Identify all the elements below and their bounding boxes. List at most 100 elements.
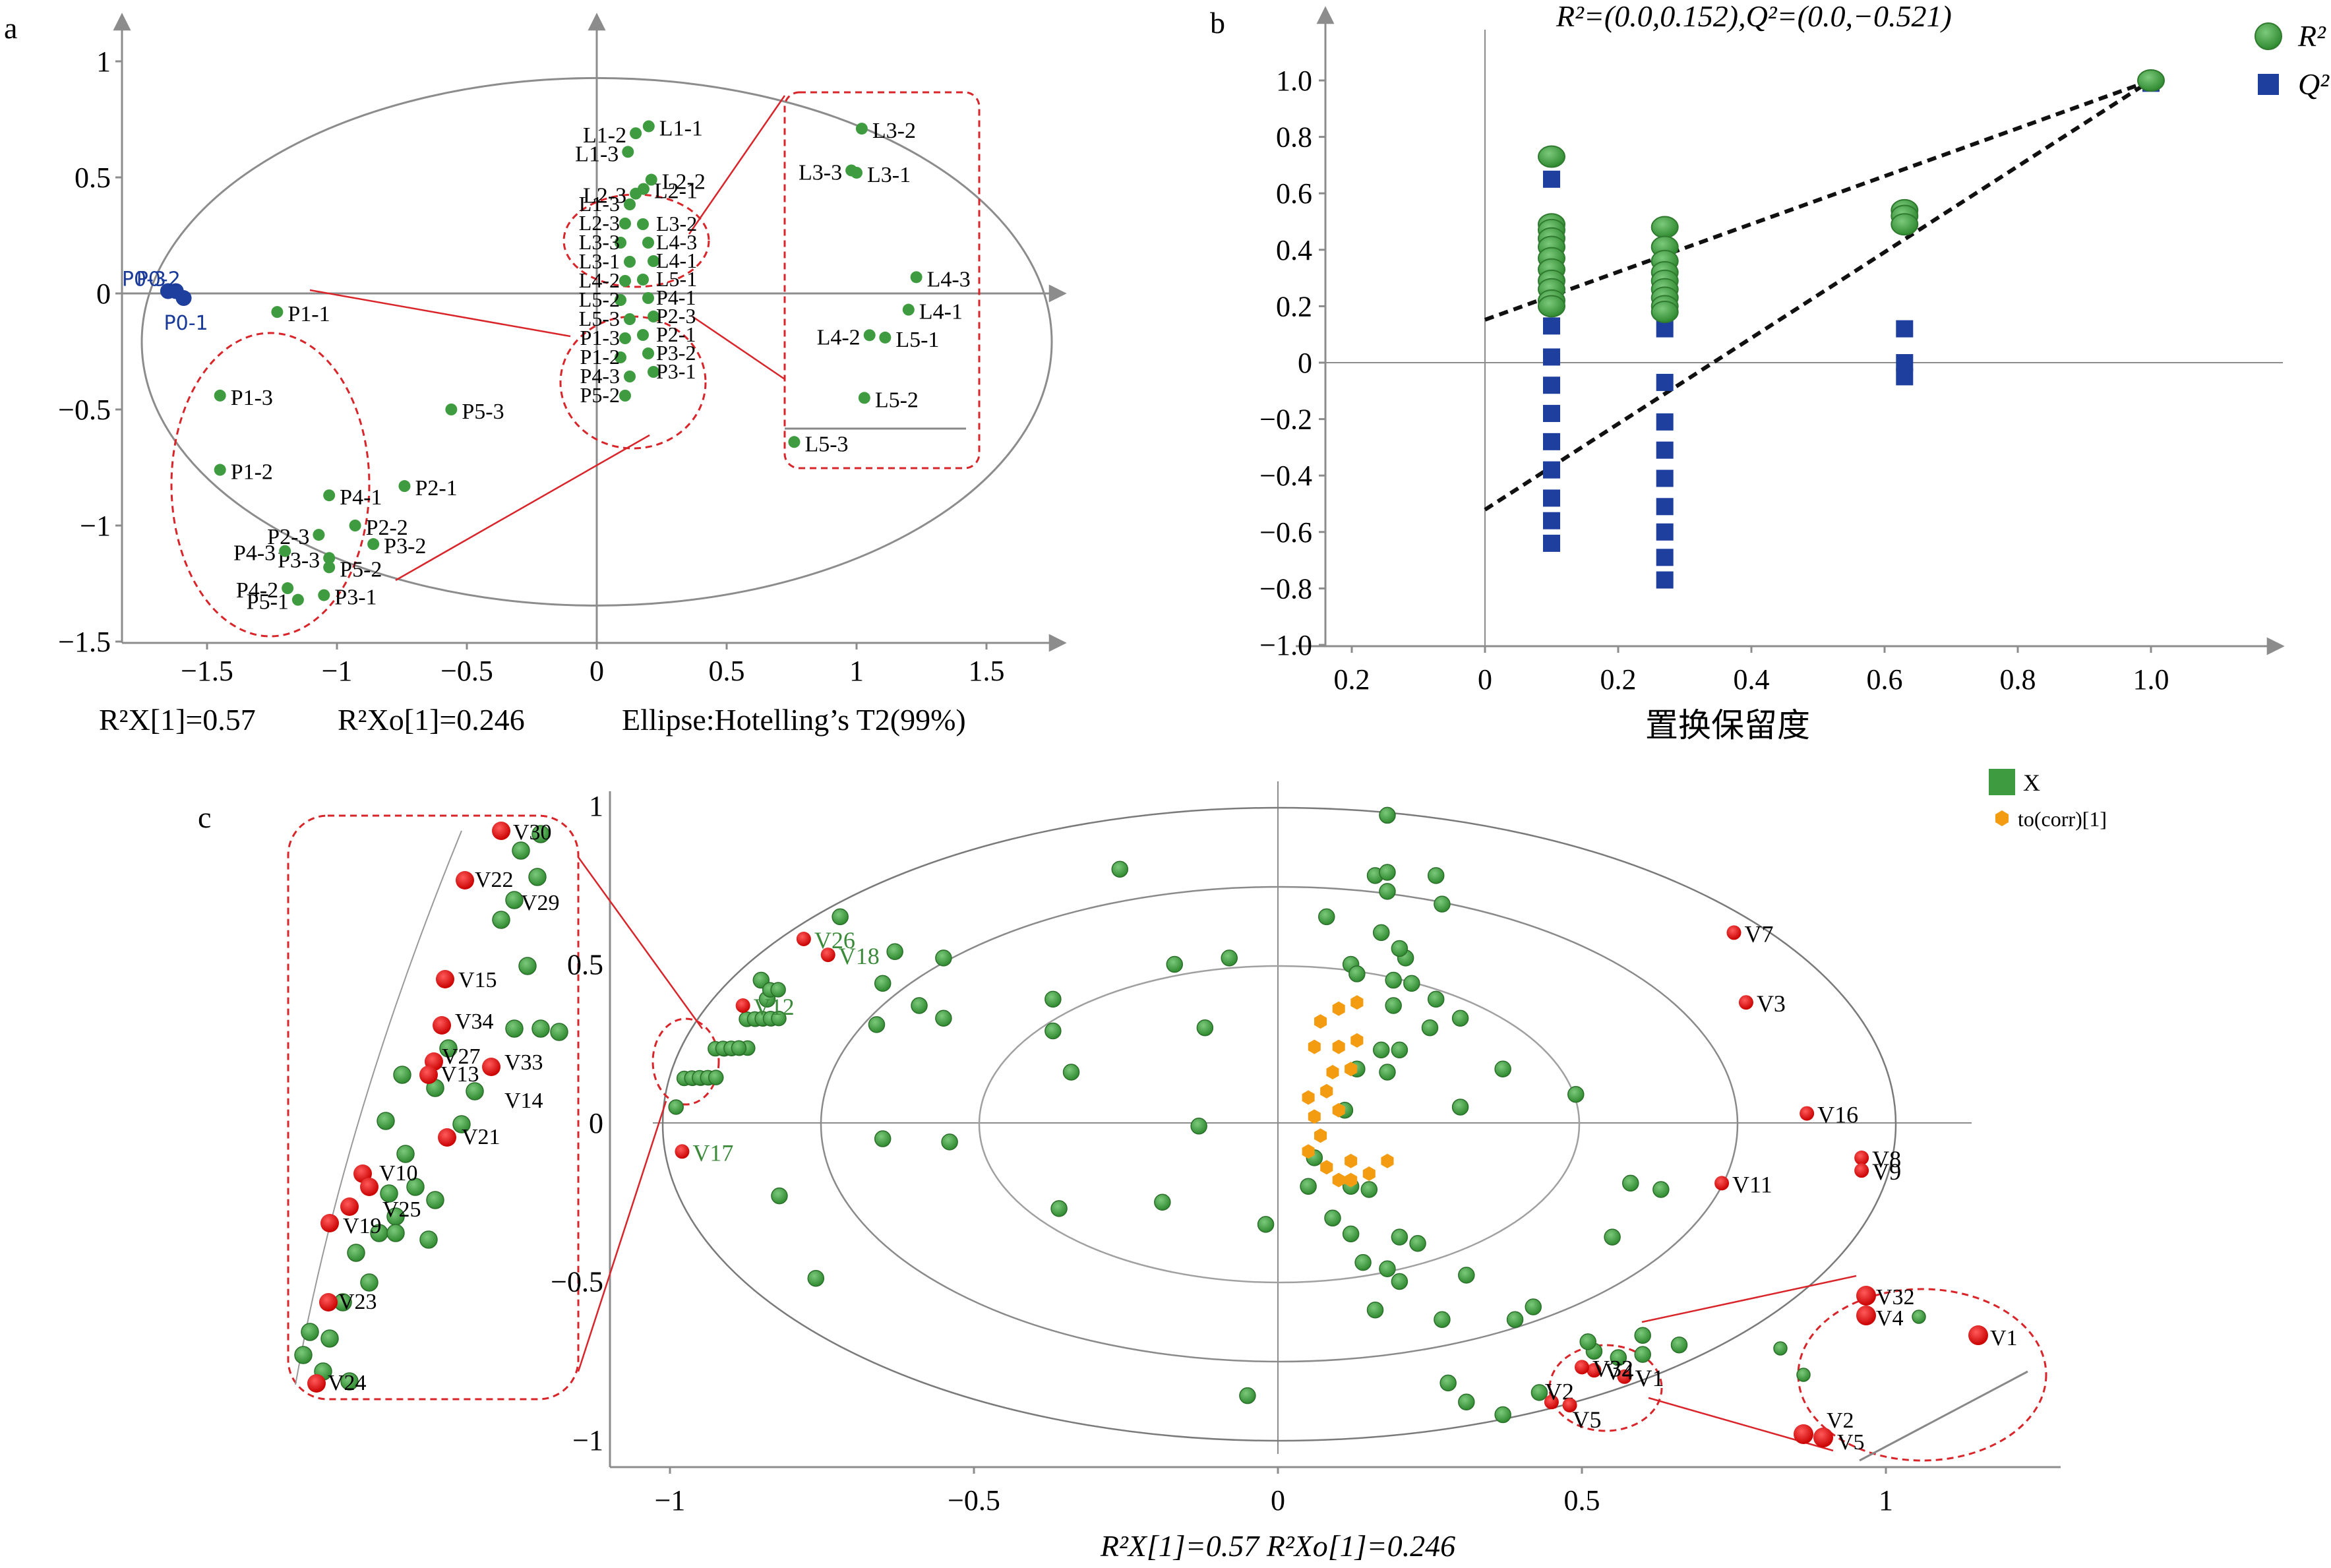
inset-red-point xyxy=(456,871,474,890)
y-tick-label: 0.5 xyxy=(75,162,111,194)
point-P1-3 xyxy=(214,389,226,402)
panel-b-title: R²=(0.0,0.152),Q²=(0.0,−0.521) xyxy=(1556,0,1952,33)
inset-variable-point xyxy=(505,1019,524,1038)
inset-label-V34: V34 xyxy=(455,1010,494,1034)
panel-b-axes xyxy=(1296,6,2285,655)
bottom-cluster-dashed-ellipse xyxy=(1548,1344,1663,1432)
variable-point xyxy=(1239,1387,1256,1404)
cluster-label: L2-3 xyxy=(579,211,620,235)
cluster-point xyxy=(624,256,636,268)
variable-point xyxy=(1403,975,1420,992)
red-variable-label-V9: V9 xyxy=(1872,1159,1901,1185)
q2-point xyxy=(1656,320,1674,338)
inset-red-point xyxy=(1856,1286,1876,1306)
cluster-point xyxy=(624,198,636,210)
legend-q2-icon xyxy=(2258,74,2279,95)
point-P0-1 xyxy=(175,290,192,307)
variable-point xyxy=(1385,997,1402,1014)
r2-point xyxy=(1650,300,1679,323)
variable-point xyxy=(935,950,952,967)
q2-point xyxy=(1543,461,1560,479)
inset-variable-point xyxy=(452,1115,471,1133)
inset-variable-point xyxy=(528,868,547,886)
inset-variable-point xyxy=(426,1191,444,1209)
inset-variable-point xyxy=(360,1273,378,1292)
inset-variable-point xyxy=(347,1244,365,1262)
q2-point xyxy=(1656,413,1674,431)
variable-point xyxy=(1579,1333,1596,1350)
cluster-point xyxy=(615,237,626,249)
q2-point xyxy=(1543,489,1560,507)
point-label-P3-2: P3-2 xyxy=(384,534,426,558)
panel-a-label: a xyxy=(4,11,17,45)
point-label-L1-2: L1-2 xyxy=(583,123,626,148)
inset-red-point xyxy=(340,1197,359,1216)
variable-point xyxy=(1652,1181,1670,1198)
point-P4-2 xyxy=(282,582,294,595)
r2-point xyxy=(1538,295,1565,318)
point-label-P2-3: P2-3 xyxy=(267,525,309,549)
inset-variable-point xyxy=(505,891,524,909)
inset-label-V2: V2 xyxy=(1827,1408,1854,1433)
x-tick-label: 0.5 xyxy=(709,655,745,687)
red-variable-V3 xyxy=(1738,995,1753,1010)
inset-variable-point xyxy=(531,1019,550,1038)
variable-point xyxy=(1062,1064,1080,1081)
panel-c-loading-plot: c V1V2V3V4V5V7V8V9V11V12V16V17V18V26V32V… xyxy=(198,769,2107,1563)
cluster-label: P3-2 xyxy=(656,341,696,365)
red-variable-V18 xyxy=(820,948,835,963)
variable-point xyxy=(807,1269,825,1287)
x-tick-label: 1.5 xyxy=(969,655,1005,687)
panel-c-label: c xyxy=(198,800,211,834)
point-L4-3 xyxy=(910,271,923,284)
panel-c-x-axis-label: R²X[1]=0.57 R²Xo[1]=0.246 xyxy=(1100,1529,1455,1563)
cluster-point xyxy=(619,390,631,402)
red-variable-V5 xyxy=(1562,1398,1577,1413)
x-tick-label: −0.5 xyxy=(440,655,493,687)
x-tick-label: −1 xyxy=(655,1484,686,1517)
cluster-variable-point xyxy=(771,1010,787,1027)
inset-variable-point xyxy=(1912,1310,1926,1324)
y-tick-label: 0.5 xyxy=(567,949,603,981)
legend-q2-label: Q² xyxy=(2298,67,2330,101)
zoom-connector xyxy=(309,289,571,338)
cluster-variable-point xyxy=(731,1040,747,1056)
x-tick-label: 0.4 xyxy=(1734,663,1770,696)
variable-point xyxy=(1439,1374,1457,1392)
inset-red-point xyxy=(1856,1306,1876,1325)
variable-point xyxy=(1379,1064,1396,1081)
variable-point xyxy=(1567,1085,1585,1103)
corr-point xyxy=(1332,1172,1345,1188)
r2-point xyxy=(1650,216,1679,239)
cluster-label: P2-1 xyxy=(656,322,696,346)
red-variable-V9 xyxy=(1854,1163,1869,1178)
inset-red-point xyxy=(1813,1428,1833,1447)
q2-point xyxy=(1656,498,1674,516)
variable-point xyxy=(1494,1406,1511,1424)
x-tick-label: 0 xyxy=(1271,1484,1285,1517)
cluster-label: L4-1 xyxy=(656,249,697,272)
cluster-point xyxy=(615,294,626,306)
corr-point xyxy=(1302,1144,1315,1159)
corr-point xyxy=(1350,1033,1364,1048)
x-tick-label: −1 xyxy=(322,655,353,687)
point-label-L5-3: L5-3 xyxy=(804,432,848,456)
red-variable-label-V18: V18 xyxy=(839,943,880,969)
point-L3-2 xyxy=(855,123,868,135)
variable-point xyxy=(1372,924,1390,942)
corr-point xyxy=(1302,1090,1315,1105)
variable-point xyxy=(1670,1336,1688,1354)
variable-point xyxy=(1427,867,1445,884)
point-P1-2 xyxy=(214,464,226,476)
point-label-L3-3: L3-3 xyxy=(799,160,842,185)
x-tick-label: 0.6 xyxy=(1867,663,1903,696)
y-tick-label: 0.6 xyxy=(1276,177,1312,210)
panel-b-regression-lines xyxy=(1484,78,2152,512)
variable-point xyxy=(1451,1099,1469,1116)
panel-c-points: V1V2V3V4V5V7V8V9V11V12V16V17V18V26V32V30… xyxy=(294,806,2018,1455)
corr-point xyxy=(1332,1102,1345,1118)
variable-point xyxy=(1391,1273,1408,1290)
variable-point xyxy=(1372,1041,1390,1059)
r2-point xyxy=(1538,145,1565,168)
variable-point xyxy=(1494,1060,1511,1077)
